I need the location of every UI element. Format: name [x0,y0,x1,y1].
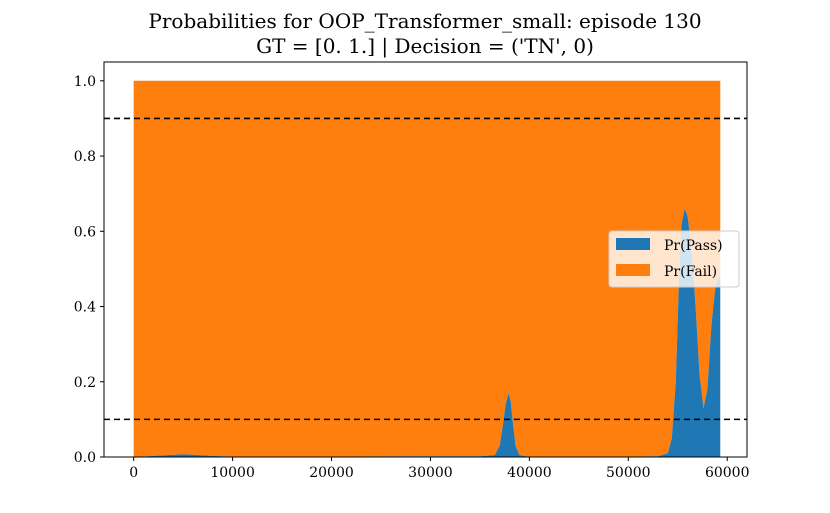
x-tick-label: 0 [129,465,138,481]
legend: Pr(Pass) Pr(Fail) [608,230,740,288]
x-tick-label: 40000 [507,465,552,481]
y-tick-label: 0.4 [74,300,96,316]
x-tick-label: 20000 [309,465,354,481]
y-tick-label: 0.6 [74,224,96,240]
legend-label-fail: Pr(Fail) [664,264,717,280]
plot-frame [103,61,748,458]
chart-subtitle: GT = [0. 1.] | Decision = ('TN', 0) [256,34,594,59]
x-tick-label: 50000 [606,465,651,481]
x-tick-label: 30000 [408,465,453,481]
legend-label-pass: Pr(Pass) [664,238,723,254]
area-pr-fail [133,80,721,458]
chart-title: Probabilities for OOP_Transformer_small:… [148,9,701,33]
legend-swatch-fail [616,264,650,276]
y-tick-label: 0.2 [74,375,96,391]
y-tick-label: 0.0 [74,450,96,466]
legend-swatch-pass [616,238,650,250]
x-tick-label: 60000 [705,465,750,481]
y-tick-label: 1.0 [74,74,96,90]
plot-layer [133,80,721,458]
axes-layer: 0 10000 20000 30000 40000 50000 60000 0.0 0.2 0.4… [74,61,750,481]
x-tick-label: 10000 [210,465,255,481]
y-tick-label: 0.8 [74,149,96,165]
